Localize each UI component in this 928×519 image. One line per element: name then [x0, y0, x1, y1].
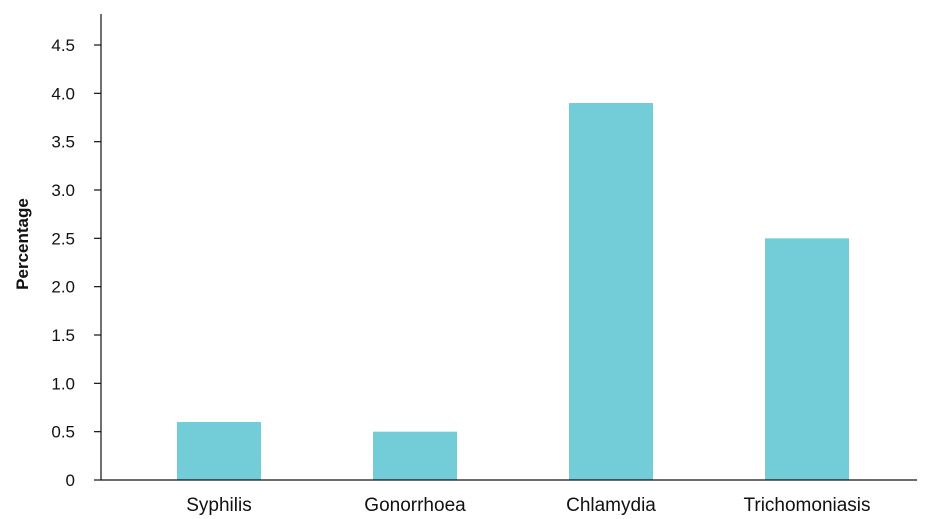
y-tick-label: 1.0 — [51, 374, 75, 393]
x-category-label: Chlamydia — [566, 495, 656, 516]
y-tick-label: 0.5 — [51, 423, 75, 442]
y-tick-label: 2.5 — [51, 229, 75, 248]
x-category-label: Syphilis — [186, 495, 251, 516]
y-ticks-layer: 0 0.5 1.0 1.5 2.0 2.5 3.0 3.5 4.0 4.5 — [51, 36, 101, 490]
y-tick-label: 2.0 — [51, 278, 75, 297]
bar-trichomoniasis — [765, 238, 849, 480]
y-axis-title: Percentage — [13, 198, 32, 290]
axes-layer — [100, 14, 917, 481]
x-category-label: Gonorrhoea — [364, 495, 466, 516]
x-category-label: Trichomoniasis — [743, 495, 870, 516]
y-tick-label: 0 — [66, 471, 75, 490]
y-tick-label: 3.5 — [51, 133, 75, 152]
y-tick-label: 1.5 — [51, 326, 75, 345]
bar-gonorrhoea — [373, 431, 457, 480]
y-tick-label: 4.0 — [51, 84, 75, 103]
bar-chlamydia — [569, 103, 653, 480]
bars-layer — [177, 103, 849, 480]
x-labels-layer: Syphilis Gonorrhoea Chlamydia Trichomoniasi… — [186, 495, 870, 516]
bar-syphilis — [177, 422, 261, 480]
y-tick-label: 3.0 — [51, 181, 75, 200]
y-tick-label: 4.5 — [51, 36, 75, 55]
